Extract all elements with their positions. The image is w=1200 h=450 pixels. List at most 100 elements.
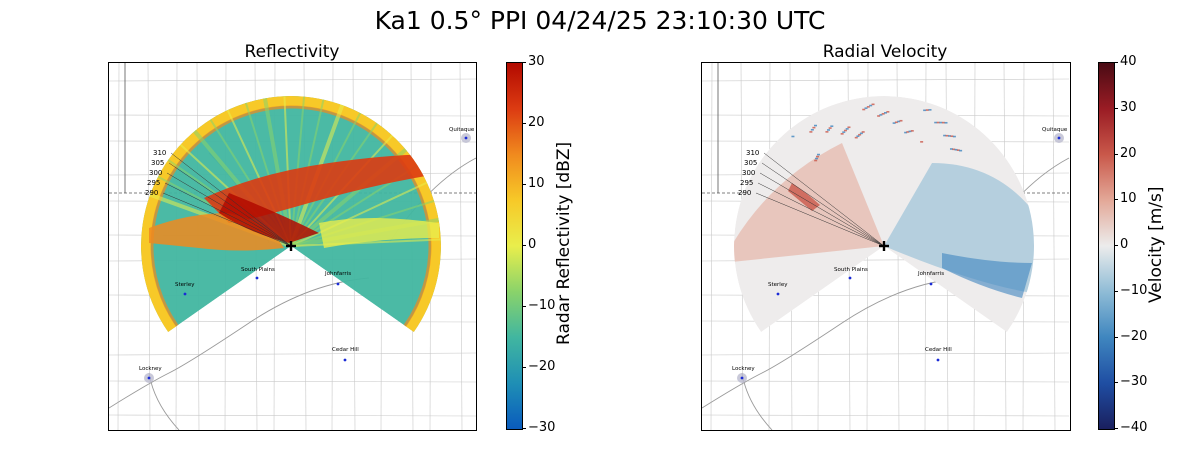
azimuth-guides: 310 305 300 295 290 (145, 149, 292, 247)
azimuth-label: 300 (742, 169, 755, 177)
velocity-speckle (842, 131, 846, 133)
velocity-speckle (871, 103, 875, 106)
velocity-speckle (943, 134, 947, 137)
velocity-speckle (843, 129, 847, 132)
town-label: Sterley (768, 282, 788, 288)
velocity-speckle (949, 148, 953, 150)
town-label: South Plains (834, 267, 868, 273)
velocity-plot: 310 305 300 295 290 Quitaque South Plains Johnf… (702, 63, 1070, 430)
velocity-strong-inbound (942, 253, 1032, 298)
velocity-speckle (827, 129, 831, 131)
colorbar-tick-mark (522, 367, 526, 368)
town-markers: Quitaque South Plains Johnfarris Sterley Loc… (139, 127, 475, 383)
colorbar-tick-label: 30 (528, 54, 545, 69)
colorbar-tick-label: −10 (1120, 282, 1148, 298)
azimuth-line (761, 162, 885, 247)
colorbar-tick-label: 10 (528, 176, 545, 191)
colorbar-tick-label: 30 (1120, 99, 1137, 115)
town-label: Cedar Hill (925, 347, 952, 353)
velocity-speckle (936, 121, 940, 124)
town-label: South Plains (241, 267, 275, 273)
colorbar-tick-label: 20 (1120, 145, 1137, 161)
reflectivity-radial-streak (290, 181, 428, 247)
colorbar-tick-mark (1114, 290, 1118, 292)
velocity-speckle (950, 135, 954, 138)
radar-site-marker[interactable] (879, 241, 889, 251)
velocity-speckle (830, 125, 834, 128)
colorbar-tick-mark (1114, 428, 1118, 429)
azimuth-line (759, 172, 885, 247)
town-dot (147, 376, 151, 380)
colorbar-tick-mark (1114, 153, 1118, 155)
velocity-map[interactable]: 310 305 300 295 290 Quitaque South Plains Johnf… (701, 62, 1071, 431)
town-dot (740, 376, 744, 380)
velocity-speckle (828, 127, 832, 129)
velocity-speckle (814, 124, 817, 127)
azimuth-label: 305 (151, 159, 164, 167)
reflectivity-panel-title: Reflectivity (244, 42, 340, 62)
colorbar-tick-label: −20 (1120, 328, 1148, 344)
azimuth-line (763, 152, 885, 247)
velocity-speckle (952, 148, 956, 151)
azimuth-line (162, 192, 292, 247)
town-dot (343, 358, 347, 362)
reflectivity-outer-band-inner (150, 105, 432, 333)
velocity-speckle (812, 126, 816, 129)
colorbar-tick-mark (522, 184, 526, 185)
azimuth-line (168, 162, 292, 247)
azimuth-guides: 310 305 300 295 290 (738, 149, 885, 247)
colorbar-tick-mark (522, 123, 526, 124)
town-markers: Quitaque South Plains Johnfarris Sterley Loc… (732, 127, 1068, 383)
azimuth-line (166, 172, 292, 247)
town-label: Sterley (175, 282, 195, 288)
reflectivity-outer-band (141, 96, 441, 333)
velocity-speckle (816, 153, 820, 156)
reflectivity-colorbar-label: Radar Reflectivity [dBZ] (554, 141, 574, 345)
town-dot (929, 282, 933, 286)
velocity-speckle (920, 141, 924, 143)
velocity-speckle (948, 135, 951, 137)
velocity-speckle (845, 128, 849, 130)
velocity-speckle (939, 121, 943, 124)
velocity-speckle (959, 149, 963, 152)
colorbar-tick-mark (522, 306, 526, 307)
colorbar-tick-label: −10 (528, 298, 556, 313)
colorbar-tick-label: −30 (1120, 374, 1148, 390)
velocity-speckle (847, 126, 851, 129)
radar-site-marker[interactable] (286, 241, 296, 251)
velocity-inbound-region (884, 163, 1034, 293)
velocity-speckle (894, 121, 898, 124)
velocity-colorbar (1098, 62, 1115, 430)
town-dot (464, 136, 468, 140)
storm-core (204, 154, 441, 223)
velocity-speckle (869, 104, 873, 107)
azimuth-label: 300 (149, 169, 162, 177)
velocity-speckle (879, 114, 883, 116)
town-label: Cedar Hill (332, 347, 359, 353)
velocity-speckle (908, 130, 912, 133)
reflectivity-radial-streak (290, 238, 441, 247)
velocity-speckle (814, 159, 818, 162)
town-label: Johnfarris (917, 271, 944, 277)
town-label: Johnfarris (324, 271, 351, 277)
velocity-outbound-core (788, 183, 820, 211)
colorbar-tick-mark (1114, 382, 1118, 384)
velocity-speckle (840, 133, 844, 135)
colorbar-tick-mark (1114, 199, 1118, 201)
town-label: Lockney (139, 366, 162, 372)
velocity-speckle (815, 157, 819, 160)
velocity-speckle (954, 148, 958, 151)
colorbar-tick-label: 20 (528, 115, 545, 130)
azimuth-line (170, 152, 292, 247)
velocity-speckle (810, 128, 814, 131)
velocity-speckle (884, 112, 887, 114)
radar-sector (141, 96, 441, 333)
azimuth-line (757, 182, 885, 247)
velocity-speckle (809, 131, 813, 133)
colorbar-tick-mark (1114, 107, 1118, 109)
velocity-speckle (861, 131, 865, 133)
reflectivity-map[interactable]: 310 305 300 295 290 Quitaque South Plains Johnf… (108, 62, 477, 431)
azimuth-label: 295 (147, 179, 160, 187)
velocity-speckle (934, 121, 938, 124)
velocity-speckle (886, 111, 890, 113)
